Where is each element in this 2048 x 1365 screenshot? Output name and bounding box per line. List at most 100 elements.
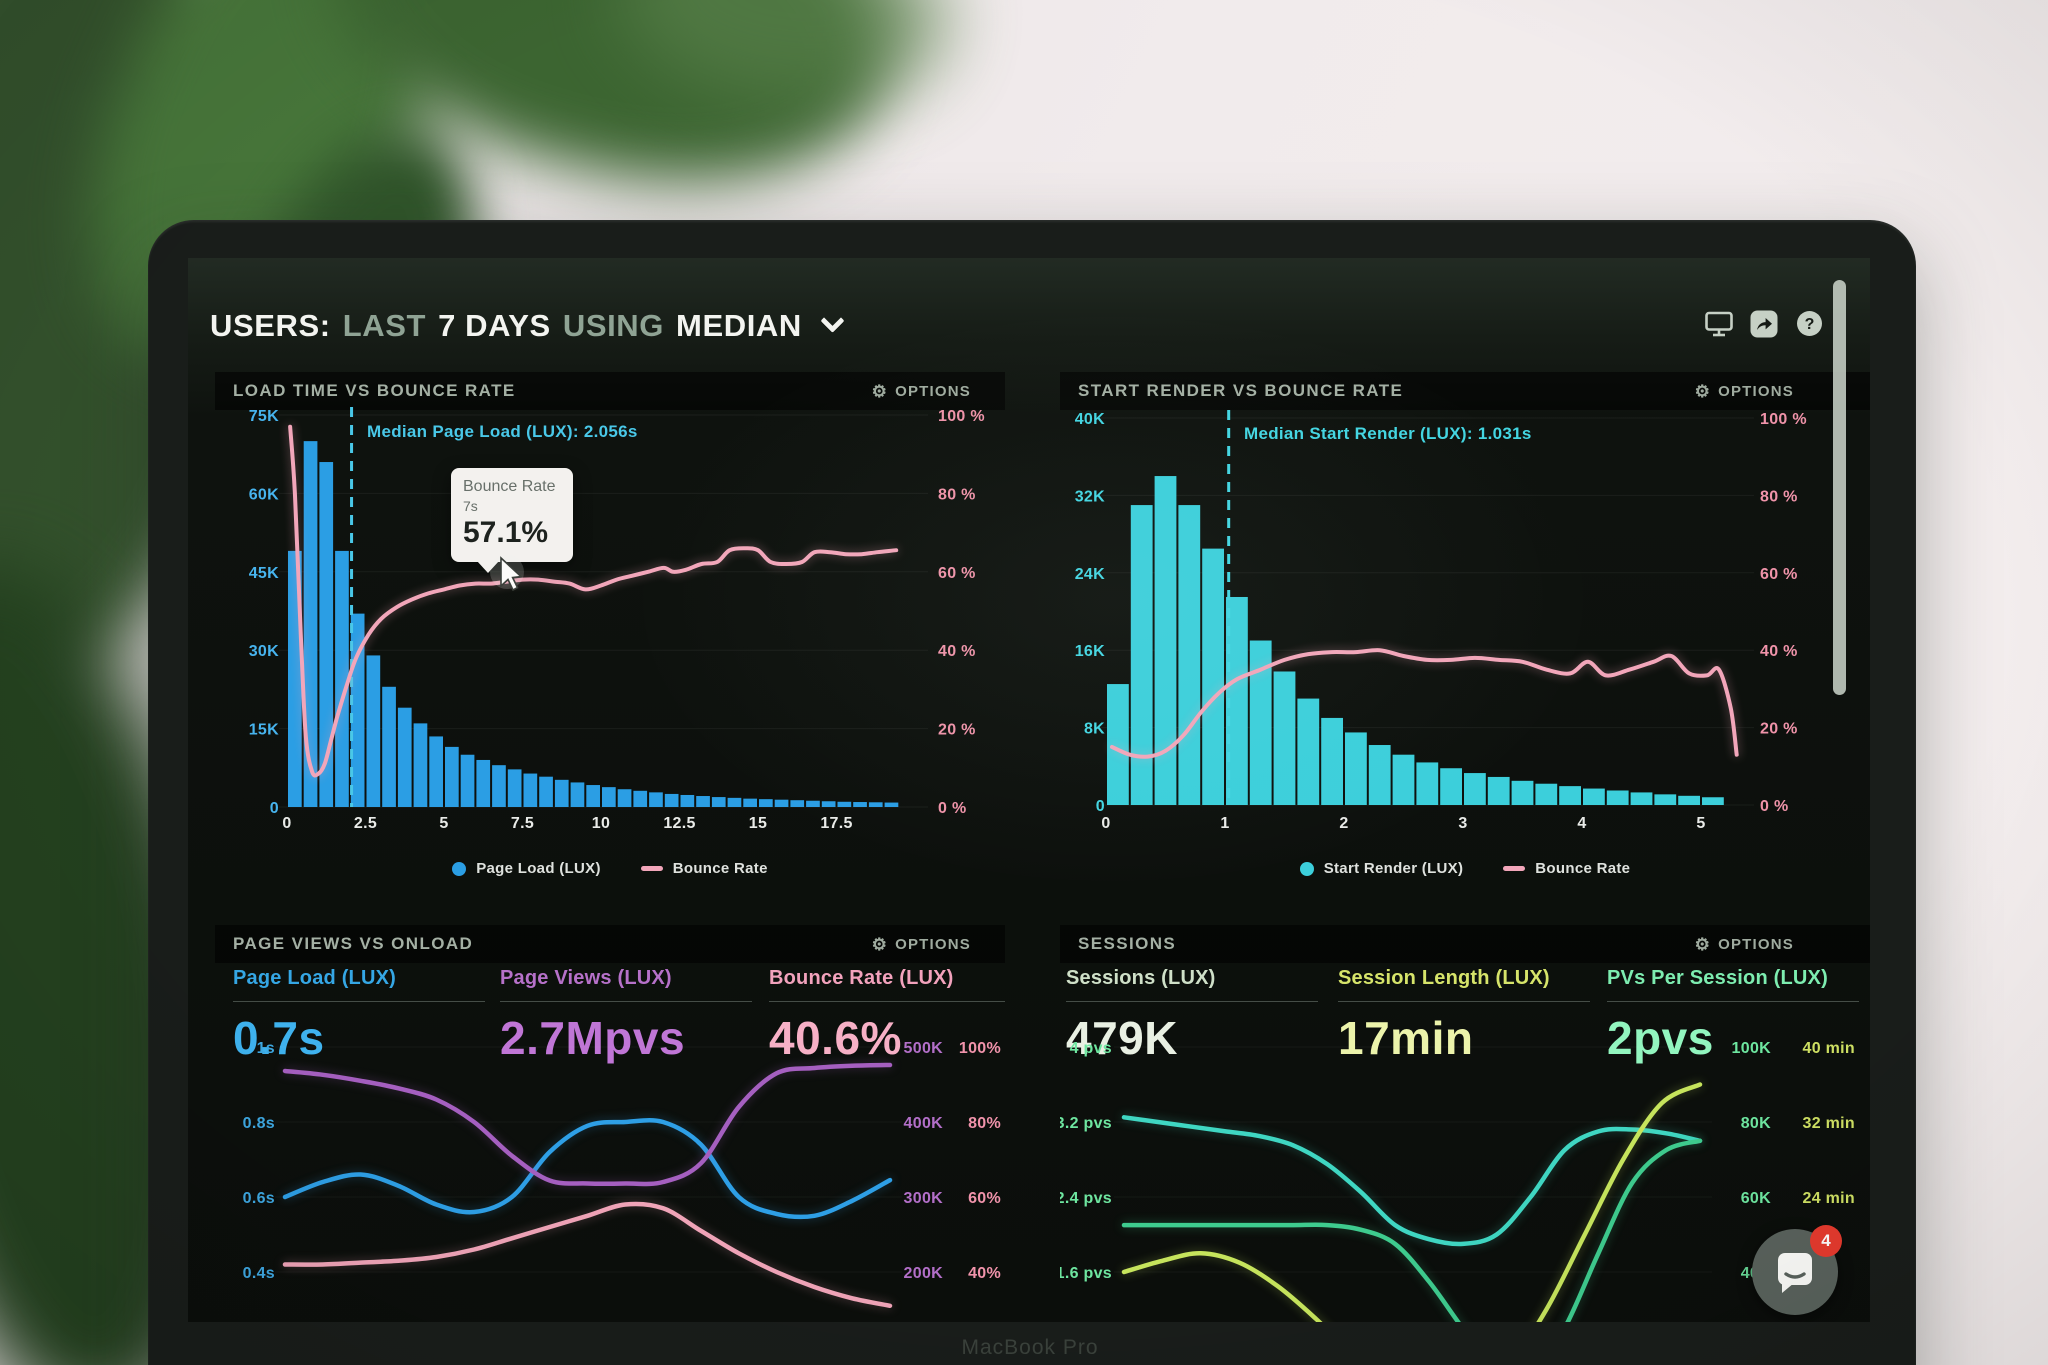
- series-line-sessions-lux-: [1121, 1138, 1703, 1322]
- share-icon[interactable]: [1749, 310, 1779, 340]
- chat-bubble-icon: [1778, 1253, 1812, 1293]
- panel-title: PAGE VIEWS VS ONLOAD: [233, 934, 474, 953]
- histogram-bar: [570, 782, 585, 807]
- x-axis-tick-label: 17.5: [820, 815, 852, 832]
- metric-page-views: Page Views (LUX) 2.7Mpvs: [500, 967, 752, 1065]
- right-axis-tick-label: 80 %: [938, 486, 976, 503]
- legend-item[interactable]: Page Load (LUX): [452, 860, 601, 877]
- metric-pvs-per-session: PVs Per Session (LUX) 2pvs: [1607, 967, 1859, 1065]
- chart-legend: Page Load (LUX) Bounce Rate: [215, 860, 1005, 877]
- histogram-bar: [617, 789, 632, 807]
- metric-label: Page Views (LUX): [500, 967, 672, 989]
- histogram-bar: [1178, 505, 1201, 805]
- options-button[interactable]: ⚙ OPTIONS: [1695, 372, 1794, 410]
- options-button[interactable]: ⚙ OPTIONS: [1695, 925, 1794, 963]
- users-filter-dropdown[interactable]: USERS: LAST 7 DAYS USING MEDIAN: [210, 308, 845, 344]
- x-axis-tick-label: 3: [1458, 815, 1467, 832]
- header-toolbar: ?: [1704, 310, 1824, 340]
- start-render-histogram-chart[interactable]: 40K 100 % 32K 80 % 24K 60 % 16K 40 % 8K 20 % 0 0 % 0…: [1060, 372, 1870, 885]
- metric-session-length: Session Length (LUX) 17min: [1338, 967, 1590, 1065]
- histogram-bar: [790, 800, 805, 807]
- histogram-bar: [1511, 780, 1534, 805]
- svg-text:?: ?: [1804, 316, 1814, 333]
- legend-item[interactable]: Bounce Rate: [640, 860, 768, 877]
- histogram-bar: [837, 801, 852, 807]
- histogram-bar: [1297, 698, 1320, 805]
- median-annotation: Median Page Load (LUX): 2.056s: [367, 422, 638, 441]
- left-axis-tick-label: 24K: [1075, 566, 1105, 583]
- chart-tooltip: Bounce Rate 7s 57.1%: [451, 468, 573, 573]
- left-axis-tick-label: 15K: [249, 722, 279, 739]
- histogram-bar: [1345, 732, 1367, 805]
- tooltip-value: 57.1%: [463, 516, 549, 549]
- panel-title: LOAD TIME VS BOUNCE RATE: [233, 381, 516, 400]
- gear-icon: ⚙: [1694, 934, 1712, 954]
- right-axis-tick-label: 20 %: [938, 722, 976, 739]
- right-axis-tick-label: 200K: [904, 1265, 944, 1282]
- legend-item[interactable]: Start Render (LUX): [1299, 860, 1464, 877]
- laptop-body: USERS: LAST 7 DAYS USING MEDIAN: [148, 220, 1916, 1365]
- histogram-bar: [523, 773, 538, 807]
- histogram-bar: [774, 799, 789, 807]
- histogram-bar: [539, 776, 553, 807]
- right-axis-tick-label: 500K: [904, 1040, 944, 1057]
- options-button[interactable]: ⚙ OPTIONS: [872, 925, 971, 963]
- load-time-histogram-chart[interactable]: 75K 100 % 60K 80 % 45K 60 % 30K 40 % 15K 20 % 0 0 %…: [215, 372, 1005, 885]
- left-axis-tick-label: 2.4 pvs: [1060, 1190, 1112, 1207]
- histogram-bar: [696, 796, 710, 807]
- right-axis-tick-label: 0 %: [938, 800, 966, 817]
- tooltip-series: Bounce Rate: [463, 478, 556, 495]
- metric-label: Session Length (LUX): [1338, 967, 1550, 989]
- display-icon[interactable]: [1704, 310, 1734, 340]
- right-axis-tick-label: 60 %: [938, 565, 976, 582]
- histogram-bar: [711, 797, 726, 807]
- histogram-bar: [1630, 792, 1653, 805]
- x-axis-tick-label: 5: [1696, 815, 1705, 832]
- histogram-bar: [1583, 788, 1605, 805]
- histogram-bar: [664, 793, 679, 807]
- right-axis-tick-label: 40 %: [938, 643, 976, 660]
- histogram-bar: [821, 801, 836, 807]
- metric-label: Bounce Rate (LUX): [769, 967, 954, 989]
- panel-title: START RENDER VS BOUNCE RATE: [1078, 381, 1404, 400]
- histogram-bar: [1392, 754, 1415, 805]
- histogram-bar: [382, 686, 396, 807]
- legend-item[interactable]: Bounce Rate: [1503, 860, 1630, 877]
- left-axis-tick-label: 0.6s: [243, 1190, 275, 1207]
- histogram-bar: [507, 769, 522, 807]
- left-axis-tick-label: 30K: [249, 643, 279, 660]
- histogram-bar: [759, 799, 773, 807]
- histogram-bar: [1559, 786, 1581, 805]
- header-title-users: USERS:: [210, 308, 331, 343]
- sessions-line-chart[interactable]: 4 pvs 100K 40 min 3.2 pvs 80K 32 min 2.4 pvs 60…: [1060, 925, 1870, 1322]
- histogram-bar: [1202, 548, 1224, 805]
- series-line-session-length-lux-: [1121, 1082, 1703, 1322]
- histogram-bar: [868, 802, 883, 807]
- metric-sessions: Sessions (LUX) 479K: [1066, 967, 1318, 1065]
- x-axis-tick-label: 10: [592, 815, 610, 832]
- page-views-line-chart[interactable]: 1s 500K 100% 0.8s 400K 80% 0.6s 300K 60% 0.4s 200K…: [215, 925, 1005, 1322]
- left-axis-tick-label: 3.2 pvs: [1060, 1115, 1112, 1132]
- metric-label: Page Load (LUX): [233, 967, 397, 989]
- panel-start-render-vs-bounce-rate: START RENDER VS BOUNCE RATE ⚙ OPTIONS 40…: [1060, 372, 1870, 885]
- histogram-bar: [429, 736, 443, 807]
- gear-icon: ⚙: [871, 934, 889, 954]
- scrollbar-thumb[interactable]: [1833, 280, 1846, 695]
- histogram-bar: [1654, 794, 1677, 805]
- right-axis-tick-label: 32 min: [1803, 1115, 1856, 1132]
- left-axis-tick-label: 1.6 pvs: [1060, 1265, 1112, 1282]
- right-axis-tick-label: 20 %: [1760, 721, 1798, 738]
- options-button[interactable]: ⚙ OPTIONS: [872, 372, 971, 410]
- right-axis-tick-label: 40 %: [1760, 643, 1798, 660]
- metric-divider: [1607, 1001, 1859, 1002]
- help-icon[interactable]: ?: [1794, 310, 1824, 340]
- panel-sessions: SESSIONS ⚙ OPTIONS Sessions (LUX) 479K S…: [1060, 925, 1870, 1322]
- right-axis-tick-label: 0 %: [1760, 798, 1788, 815]
- left-axis-tick-label: 1s: [257, 1040, 275, 1057]
- chat-bubble-button[interactable]: 4: [1752, 1225, 1842, 1315]
- histogram-bar: [1368, 745, 1391, 805]
- x-axis-tick-label: 2: [1339, 815, 1348, 832]
- histogram-bar: [1416, 762, 1439, 805]
- metric-value: 17min: [1338, 1012, 1474, 1064]
- metric-value: 0.7s: [233, 1012, 325, 1064]
